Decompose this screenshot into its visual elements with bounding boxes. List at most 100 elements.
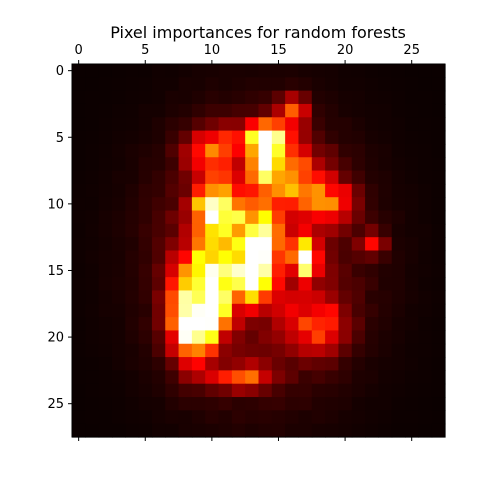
- heatmap-cell: [72, 237, 86, 252]
- heatmap-cell: [258, 343, 273, 358]
- heatmap-cell: [72, 143, 86, 158]
- heatmap-cell: [351, 277, 366, 292]
- heatmap-cell: [351, 130, 366, 145]
- heatmap-cell: [138, 157, 153, 172]
- heatmap-cell: [165, 410, 180, 425]
- heatmap-cell: [85, 170, 100, 185]
- heatmap-cell: [205, 223, 220, 238]
- heatmap-cell: [365, 290, 379, 305]
- heatmap-cell: [98, 77, 113, 92]
- heatmap-cell: [338, 223, 353, 238]
- heatmap-cell: [125, 290, 140, 305]
- heatmap-cell: [311, 370, 326, 385]
- heatmap-cell: [418, 383, 433, 398]
- heatmap-cell: [151, 397, 166, 411]
- heatmap-cell: [85, 77, 100, 92]
- heatmap-cell: [405, 343, 419, 358]
- heatmap-cell: [311, 64, 326, 78]
- heatmap-cell: [391, 223, 406, 238]
- heatmap-cell: [338, 237, 353, 252]
- heatmap-cell: [431, 397, 446, 411]
- heatmap-cell: [271, 77, 286, 92]
- heatmap-cell: [245, 330, 260, 345]
- heatmap-cell: [125, 130, 140, 145]
- heatmap-cell: [378, 210, 393, 225]
- heatmap-cell: [205, 317, 220, 332]
- heatmap-cell: [231, 383, 246, 398]
- heatmap-cell: [378, 197, 393, 212]
- heatmap-cell: [98, 223, 113, 238]
- heatmap-cell: [138, 143, 153, 158]
- heatmap-cell: [391, 423, 406, 438]
- heatmap-cell: [351, 210, 366, 225]
- heatmap-cell: [72, 103, 86, 118]
- heatmap-cell: [165, 237, 180, 252]
- heatmap-cell: [98, 343, 113, 358]
- heatmap-cell: [191, 410, 206, 425]
- heatmap-cell: [285, 317, 300, 332]
- heatmap-cell: [311, 383, 326, 398]
- heatmap-cell: [72, 277, 86, 292]
- heatmap-cell: [325, 357, 340, 371]
- heatmap-cell: [431, 277, 446, 292]
- x-tick-label: 5: [141, 43, 149, 58]
- heatmap-cell: [125, 103, 140, 118]
- heatmap-cell: [205, 64, 220, 78]
- heatmap-cell: [191, 237, 206, 252]
- heatmap-cell: [311, 357, 326, 371]
- heatmap-cell: [85, 223, 100, 238]
- heatmap-cell: [311, 183, 326, 198]
- heatmap-cell: [298, 263, 313, 278]
- heatmap-cell: [338, 183, 353, 198]
- heatmap-cell: [98, 197, 113, 212]
- heatmap-cell: [111, 90, 126, 105]
- heatmap-cell: [98, 170, 113, 185]
- heatmap-cell: [111, 410, 126, 425]
- heatmap-cell: [245, 250, 260, 265]
- heatmap-cell: [298, 383, 313, 398]
- heatmap-cell: [405, 250, 419, 265]
- heatmap-cell: [378, 410, 393, 425]
- heatmap-cell: [178, 397, 193, 411]
- heatmap-cell: [98, 237, 113, 252]
- heatmap-cell: [231, 423, 246, 438]
- heatmap-cell: [285, 90, 300, 105]
- heatmap-cell: [418, 317, 433, 332]
- heatmap-cell: [378, 130, 393, 145]
- heatmap-cell: [138, 103, 153, 118]
- heatmap-cell: [258, 423, 273, 438]
- heatmap-cell: [245, 397, 260, 411]
- heatmap-cell: [258, 370, 273, 385]
- heatmap-cell: [325, 197, 340, 212]
- heatmap-cell: [178, 223, 193, 238]
- heatmap-cell: [431, 210, 446, 225]
- heatmap-cell: [378, 397, 393, 411]
- heatmap-cell: [311, 317, 326, 332]
- heatmap-cell: [325, 343, 340, 358]
- heatmap-cell: [365, 410, 379, 425]
- heatmap-cell: [391, 237, 406, 252]
- heatmap-cell: [405, 357, 419, 371]
- heatmap-cell: [165, 117, 180, 132]
- heatmap-cell: [165, 317, 180, 332]
- heatmap-cell: [298, 143, 313, 158]
- heatmap-cell: [391, 397, 406, 411]
- heatmap-cell: [338, 410, 353, 425]
- heatmap-cell: [325, 170, 340, 185]
- heatmap-cells: [72, 64, 446, 438]
- heatmap-cell: [351, 223, 366, 238]
- heatmap-cell: [271, 90, 286, 105]
- heatmap-cell: [258, 383, 273, 398]
- heatmap-cell: [391, 117, 406, 132]
- heatmap-cell: [258, 237, 273, 252]
- heatmap-cell: [165, 357, 180, 371]
- heatmap-cell: [365, 303, 379, 318]
- heatmap-cell: [418, 397, 433, 411]
- heatmap-cell: [111, 170, 126, 185]
- heatmap-cell: [245, 183, 260, 198]
- heatmap-cell: [378, 117, 393, 132]
- heatmap-cell: [378, 183, 393, 198]
- heatmap-cell: [418, 90, 433, 105]
- heatmap-cell: [338, 157, 353, 172]
- heatmap-cell: [218, 290, 233, 305]
